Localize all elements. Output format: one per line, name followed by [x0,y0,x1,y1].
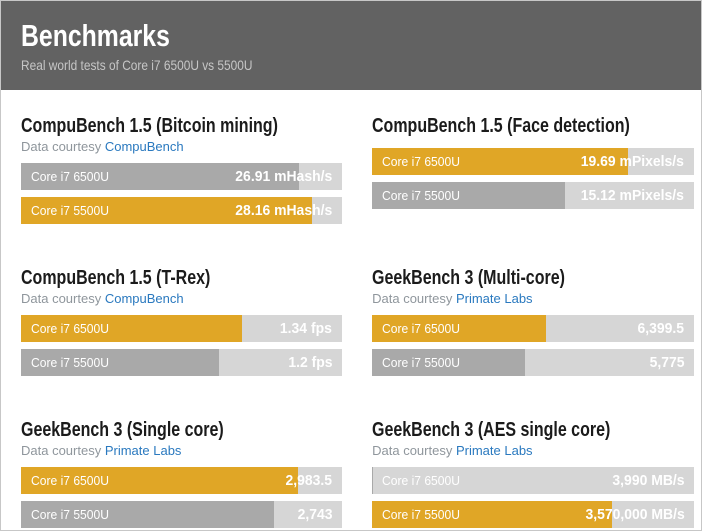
page-subtitle: Real world tests of Core i7 6500U vs 550… [21,57,253,73]
bar-value: 6,399.5 [637,320,685,337]
bar-chart: Core i7 6500U 26.91 mHash/s Core i7 5500… [21,163,343,224]
bar-chart: Core i7 6500U 2,983.5 Core i7 5500U 2,74… [21,467,343,528]
bar-label: Core i7 5500U [382,507,461,522]
page-title: Benchmarks [21,18,170,53]
bar-row-6500u: Core i7 6500U 19.69 mPixels/s [372,148,695,175]
bar-row-6500u: Core i7 6500U 2,983.5 [21,467,343,494]
section-title: CompuBench 1.5 (Face detection) [372,115,630,137]
bar-value: 2,743 [297,506,333,523]
bar-chart: Core i7 6500U 19.69 mPixels/s Core i7 55… [372,148,695,209]
bar-label: Core i7 5500U [31,507,109,522]
data-courtesy: Data courtesy Primate Labs [372,291,694,306]
bar-fill [21,467,298,494]
bar-label: Core i7 6500U [31,169,109,184]
bar-label: Core i7 6500U [382,321,461,336]
bar-row-6500u: Core i7 6500U 26.91 mHash/s [21,163,343,190]
section-aes-single-core: GeekBench 3 (AES single core) Data court… [372,419,695,528]
courtesy-link[interactable]: Primate Labs [455,443,533,458]
data-courtesy: Data courtesy Primate Labs [372,443,694,458]
bar-value: 5,775 [649,354,685,371]
bar-fill [372,148,629,175]
section-multi-core: GeekBench 3 (Multi-core) Data courtesy P… [372,267,695,376]
bar-label: Core i7 6500U [382,154,461,169]
bar-chart: Core i7 6500U 1.34 fps Core i7 5500U 1.2… [21,315,343,376]
courtesy-text: Data courtesy [21,291,105,306]
bar-row-5500u: Core i7 5500U 15.12 mPixels/s [372,182,695,209]
bar-label: Core i7 6500U [31,321,109,336]
section-title: GeekBench 3 (Single core) [21,419,224,441]
section-face-detection: CompuBench 1.5 (Face detection) Core i7 … [372,115,695,209]
bar-label: Core i7 5500U [382,355,461,370]
bar-row-5500u: Core i7 5500U 5,775 [372,349,695,376]
section-title: CompuBench 1.5 (T-Rex) [21,267,211,289]
bar-label: Core i7 6500U [31,473,109,488]
data-courtesy: Data courtesy Primate Labs [21,443,342,458]
bar-label: Core i7 5500U [31,355,109,370]
bar-value: 15.12 mPixels/s [581,187,685,204]
bar-row-5500u: Core i7 5500U 1.2 fps [21,349,343,376]
courtesy-text: Data courtesy [372,443,456,458]
bar-value: 1.2 fps [287,354,333,371]
bar-chart: Core i7 6500U 6,399.5 Core i7 5500U 5,77… [372,315,695,376]
section-single-core: GeekBench 3 (Single core) Data courtesy … [21,419,343,528]
bar-value: 19.69 mPixels/s [581,153,685,170]
bar-label: Core i7 5500U [382,188,461,203]
bar-fill [21,315,242,342]
courtesy-link[interactable]: Primate Labs [104,443,182,458]
bar-fill [21,197,312,224]
section-title: CompuBench 1.5 (Bitcoin mining) [21,115,278,137]
courtesy-link[interactable]: Primate Labs [455,291,533,306]
bar-label: Core i7 5500U [31,203,109,218]
bar-value: 26.91 mHash/s [235,168,333,185]
section-bitcoin-mining: CompuBench 1.5 (Bitcoin mining) Data cou… [21,115,343,224]
page-header: Benchmarks Real world tests of Core i7 6… [1,1,701,90]
benchmark-grid: CompuBench 1.5 (Bitcoin mining) Data cou… [1,90,701,528]
bar-fill [21,163,300,190]
bar-fill [21,349,220,376]
bar-value: 1.34 fps [280,320,333,337]
bar-value: 3,570,000 MB/s [585,506,685,523]
bar-value: 2,983.5 [285,472,333,489]
bar-row-5500u: Core i7 5500U 2,743 [21,501,343,528]
bar-fill [372,349,526,376]
bar-fill [21,501,275,528]
bar-row-5500u: Core i7 5500U 28.16 mHash/s [21,197,343,224]
bar-fill [372,182,566,209]
bar-row-5500u: Core i7 5500U 3,570,000 MB/s [372,501,695,528]
bar-value: 28.16 mHash/s [235,202,333,219]
courtesy-text: Data courtesy [372,291,456,306]
section-t-rex: CompuBench 1.5 (T-Rex) Data courtesy Com… [21,267,343,376]
bar-row-6500u: Core i7 6500U 3,990 MB/s [372,467,695,494]
bar-label: Core i7 6500U [382,473,461,488]
data-courtesy: Data courtesy CompuBench [21,291,342,306]
data-courtesy: Data courtesy CompuBench [21,139,342,154]
courtesy-text: Data courtesy [21,139,105,154]
bar-row-6500u: Core i7 6500U 6,399.5 [372,315,695,342]
bar-chart: Core i7 6500U 3,990 MB/s Core i7 5500U 3… [372,467,695,528]
courtesy-link[interactable]: CompuBench [104,139,184,154]
bar-fill [372,315,547,342]
bar-row-6500u: Core i7 6500U 1.34 fps [21,315,343,342]
section-title: GeekBench 3 (Multi-core) [372,267,566,289]
courtesy-link[interactable]: CompuBench [104,291,184,306]
bar-value: 3,990 MB/s [612,472,685,489]
courtesy-text: Data courtesy [21,443,105,458]
bar-fill [372,501,612,528]
section-title: GeekBench 3 (AES single core) [372,419,611,441]
